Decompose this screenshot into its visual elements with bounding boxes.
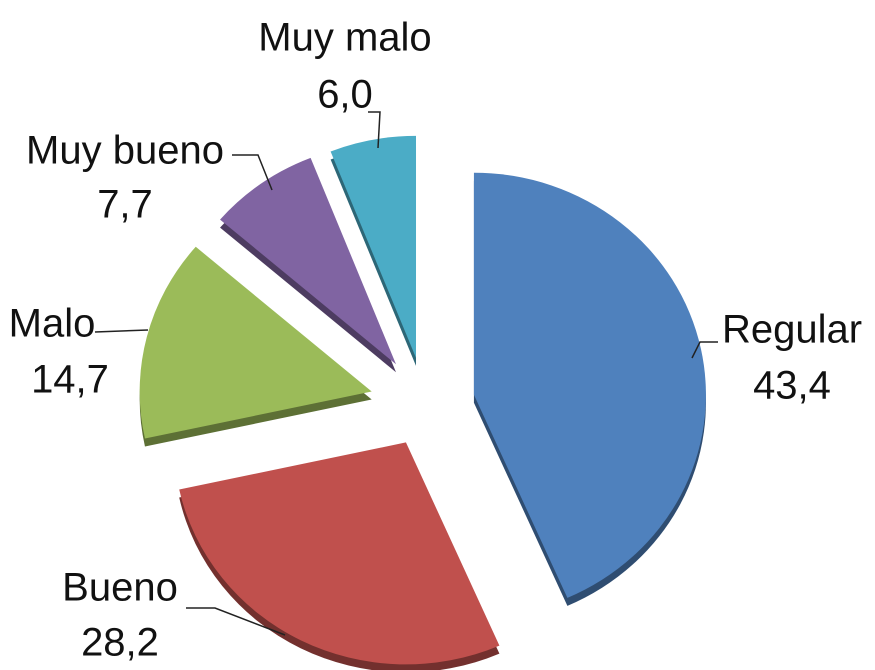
category-label: Regular (722, 308, 862, 352)
slice (220, 157, 396, 365)
value-label: 6,0 (317, 73, 373, 117)
category-label: Muy bueno (26, 129, 224, 173)
slice (473, 172, 706, 598)
leader-line (232, 154, 273, 191)
category-label: Bueno (62, 566, 178, 610)
leader-line (368, 111, 381, 149)
labels: Regular 43,4 Bueno 28,2 Malo 14,7 Muy bueno 7,7… (9, 16, 862, 665)
value-label: 14,7 (31, 358, 109, 402)
slice (330, 135, 417, 358)
value-label: 43,4 (753, 364, 831, 408)
value-label: 7,7 (97, 183, 153, 227)
value-label: 28,2 (81, 621, 159, 665)
category-label: Muy malo (258, 16, 431, 60)
slice (139, 246, 372, 439)
pie (139, 135, 706, 670)
leader-line (691, 341, 718, 359)
leader-line (186, 607, 286, 636)
leader-line (94, 329, 149, 333)
slice (179, 442, 500, 665)
category-label: Malo (9, 302, 96, 346)
